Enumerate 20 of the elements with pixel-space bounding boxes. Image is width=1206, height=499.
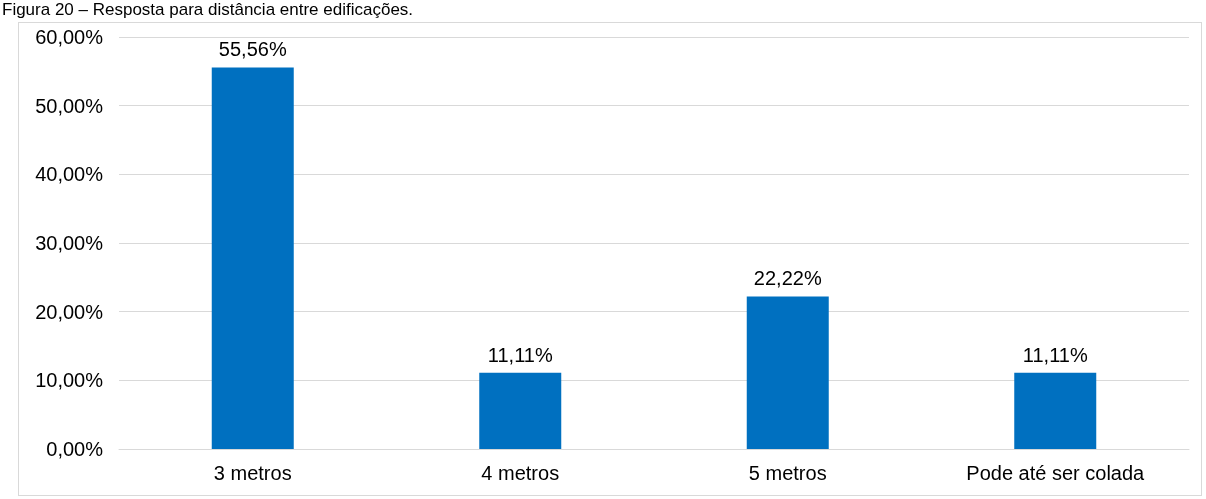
y-tick-label: 10,00% (35, 369, 104, 392)
y-tick-label: 40,00% (35, 163, 104, 186)
y-tick-label: 20,00% (35, 300, 104, 323)
y-tick-label: 0,00% (46, 438, 104, 460)
bar (1014, 372, 1097, 449)
chart-title: Figura 20 – Resposta para distância entre edificações. (2, 0, 414, 20)
x-tick-label: 3 metros (213, 462, 292, 484)
data-label: 11,11% (487, 343, 553, 366)
bar (479, 372, 562, 449)
data-label: 22,22% (753, 267, 822, 290)
bar (211, 67, 294, 449)
y-tick-label: 50,00% (35, 94, 104, 117)
x-tick-label: Pode até ser colada (966, 462, 1146, 484)
bar (746, 296, 829, 449)
y-tick-label: 30,00% (35, 232, 104, 254)
x-tick-label: 4 metros (481, 462, 560, 484)
x-tick-label: 5 metros (748, 462, 827, 484)
data-label: 11,11% (1022, 343, 1088, 366)
y-tick-label: 60,00% (35, 26, 104, 48)
data-label: 55,56% (218, 38, 287, 61)
